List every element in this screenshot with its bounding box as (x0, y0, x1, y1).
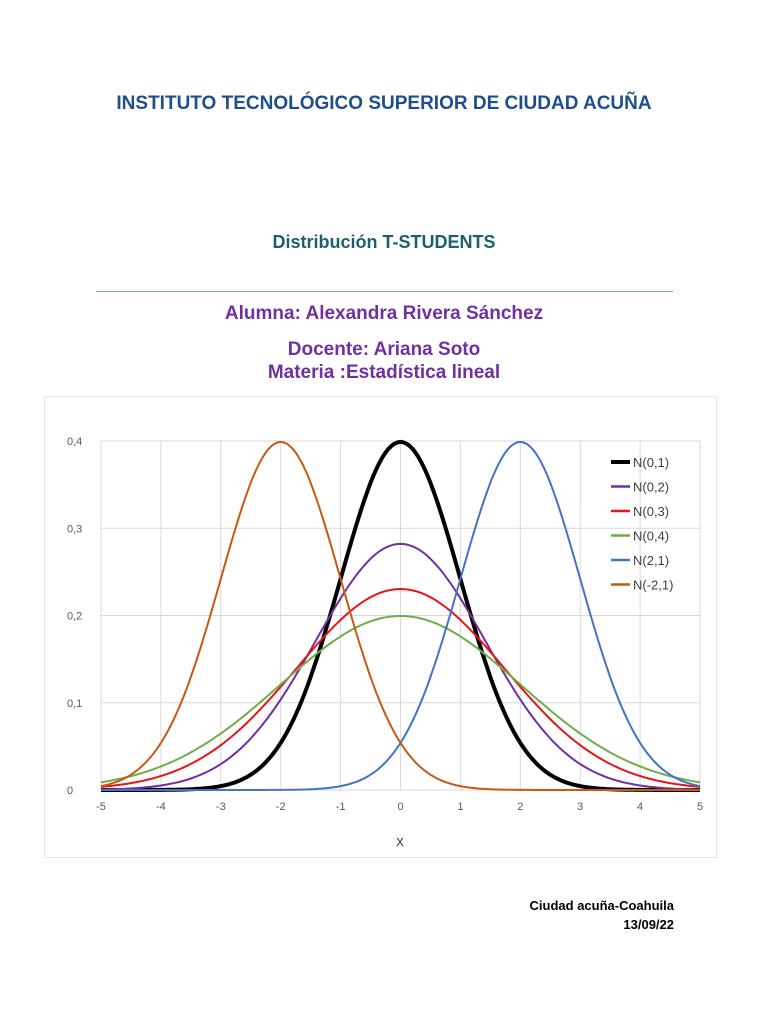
date: 13/09/22 (623, 917, 674, 932)
chart-frame: -5 -4 -3 -2 -1 0 1 2 3 4 5 0 0,1 0,2 0,3 0,4 x N(0,1) N(… (44, 396, 717, 858)
series-line-N(0,1) (101, 439, 700, 792)
x-tick-label: -4 (156, 801, 166, 813)
x-tick-label: 1 (457, 801, 463, 813)
legend-label: N(2,1) (633, 553, 669, 568)
normal-distribution-chart: -5 -4 -3 -2 -1 0 1 2 3 4 500,10,20,30,4 x N(0,1)N(… (67, 436, 703, 850)
legend-label: N(0,3) (633, 504, 669, 519)
series-line-N(-2,1) (100, 440, 700, 791)
y-tick-label: 0,4 (67, 436, 82, 448)
x-tick-label: 3 (577, 801, 583, 813)
x-tick-label: 2 (517, 801, 523, 813)
chart-curves (100, 439, 701, 792)
y-tick-label: 0,3 (67, 523, 82, 535)
x-tick-label: -2 (276, 801, 286, 813)
x-tick-label: 5 (697, 801, 703, 813)
chart-ticks: -5 -4 -3 -2 -1 0 1 2 3 4 5 0 0,1 0,2 0,3 0,4 (67, 436, 703, 813)
y-tick-label: 0,2 (67, 611, 82, 623)
x-axis-label: x (396, 833, 404, 850)
x-tick-label: 0 (397, 801, 403, 813)
institution-title: INSTITUTO TECNOLÓGICO SUPERIOR DE CIUDAD… (116, 93, 652, 114)
x-tick-label: -1 (336, 801, 346, 813)
y-tick-label: 0 (67, 785, 73, 797)
topic-title: Distribución T-STUDENTS (272, 232, 496, 252)
legend-label: N(-2,1) (633, 578, 673, 593)
series-line-N(0,2) (101, 542, 700, 791)
legend-label: N(0,1) (633, 455, 669, 470)
subject-name: Materia :Estadística lineal (267, 362, 501, 383)
teacher-name: Docente: Ariana Soto (287, 339, 481, 360)
x-tick-label: -3 (216, 801, 226, 813)
divider (96, 291, 673, 292)
legend-label: N(0,2) (633, 480, 669, 495)
chart-legend: N(0,1) N(0,2) N(0,3) N(0,4) N(2,1) N(-2,1) (611, 455, 673, 593)
x-tick-label: -5 (96, 801, 106, 813)
location: Ciudad acuña-Coahuila (529, 898, 674, 913)
series-line-N(0,3) (100, 588, 701, 788)
x-tick-label: 4 (637, 801, 643, 813)
series-line-N(0,4) (100, 615, 701, 784)
y-tick-label: 0,1 (67, 698, 82, 710)
legend-label: N(0,4) (633, 529, 669, 544)
student-name: Alumna: Alexandra Rivera Sánchez (224, 303, 544, 324)
